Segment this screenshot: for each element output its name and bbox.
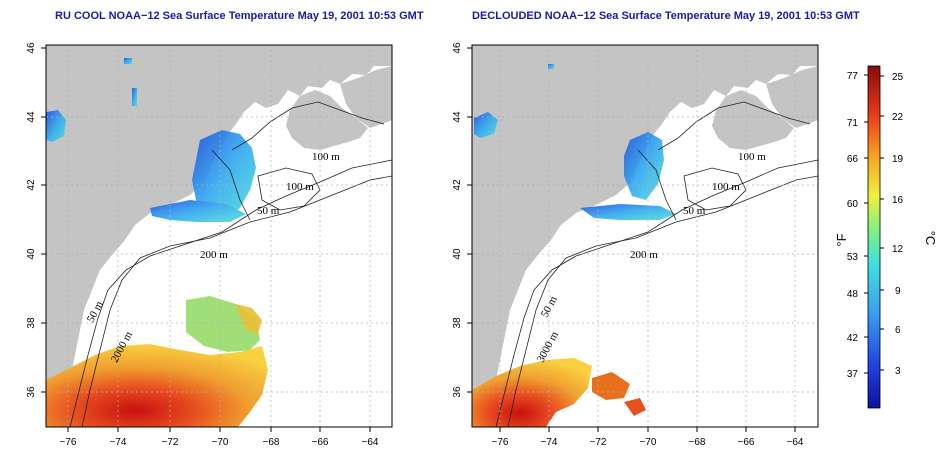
- x-tick-label: −72: [162, 437, 179, 448]
- colorbar-f-label: 60: [847, 199, 859, 210]
- y-tick-label: 42: [452, 179, 463, 191]
- contour-label: 50 m: [683, 205, 706, 217]
- x-tick-label: −64: [787, 437, 804, 448]
- right-panel-title: DECLOUDED NOAA−12 Sea Surface Temperatur…: [472, 10, 860, 22]
- right-grid: [472, 45, 818, 427]
- colorbar-f-label: 53: [847, 252, 859, 263]
- colorbar-c-label: 16: [892, 195, 904, 206]
- colorbar-unit-fahrenheit: °F: [834, 233, 849, 246]
- contour-label: 100 m: [286, 181, 314, 193]
- x-tick-label: −66: [738, 437, 755, 448]
- right-bathymetry-contours: [495, 101, 819, 428]
- y-tick-label: 42: [26, 179, 37, 191]
- left-grid: [46, 45, 392, 427]
- y-tick-label: 40: [452, 248, 463, 260]
- contour-label: 200 m: [630, 249, 658, 261]
- x-tick-label: −70: [212, 437, 229, 448]
- x-tick-label: −76: [60, 437, 77, 448]
- right-y-axis-ticks: 46 44 42 40 38 36: [452, 42, 472, 398]
- left-cool-water-patches: [46, 58, 256, 222]
- y-tick-label: 44: [452, 111, 463, 123]
- left-warm-water-region: [46, 296, 268, 427]
- y-tick-label: 46: [26, 42, 37, 54]
- colorbar-fahrenheit-ticks: 77 71 66 60 53 48 42 37: [847, 71, 868, 380]
- right-x-axis-ticks: −76 −74 −72 −70 −68 −66 −64: [492, 427, 804, 448]
- x-tick-label: −68: [689, 437, 706, 448]
- y-tick-label: 38: [26, 317, 37, 329]
- right-sst-map: 100 m 100 m 50 m 200 m 50 m 3000 m −76 −…: [452, 42, 819, 448]
- left-panel-title: RU COOL NOAA−12 Sea Surface Temperature …: [55, 10, 424, 22]
- colorbar-c-label: 22: [892, 112, 904, 123]
- x-tick-label: −74: [541, 437, 558, 448]
- x-tick-label: −70: [640, 437, 657, 448]
- temperature-colorbar: 77 71 66 60 53 48 42 37 25 22 19 16 12 9…: [834, 65, 938, 409]
- right-warm-water-region: [472, 358, 646, 427]
- colorbar-f-label: 37: [847, 369, 859, 380]
- colorbar-unit-celsius: °C: [923, 231, 938, 246]
- colorbar-f-label: 71: [847, 118, 859, 129]
- right-cool-water-patches: [474, 64, 676, 220]
- y-tick-label: 38: [452, 317, 463, 329]
- colorbar-c-label: 25: [892, 72, 904, 83]
- x-tick-label: −72: [590, 437, 607, 448]
- y-tick-label: 40: [26, 248, 37, 260]
- left-y-axis-ticks: 46 44 42 40 38 36: [26, 42, 46, 398]
- y-tick-label: 46: [452, 42, 463, 54]
- colorbar-celsius-ticks: 25 22 19 16 12 9 6 3: [880, 72, 904, 377]
- contour-label: 100 m: [738, 151, 766, 163]
- left-x-axis-ticks: −76 −74 −72 −70 −68 −66 −64: [60, 427, 379, 448]
- colorbar-c-label: 6: [895, 325, 901, 336]
- colorbar-f-label: 42: [847, 333, 859, 344]
- y-tick-label: 44: [26, 111, 37, 123]
- colorbar-gradient: [867, 65, 881, 409]
- left-sst-map: 100 m 100 m 50 m 200 m 50 m 2000 m −76 −…: [26, 42, 393, 448]
- colorbar-f-label: 66: [847, 154, 859, 165]
- y-tick-label: 36: [452, 386, 463, 398]
- x-tick-label: −76: [492, 437, 509, 448]
- contour-label: 200 m: [200, 249, 228, 261]
- x-tick-label: −64: [362, 437, 379, 448]
- x-tick-label: −68: [263, 437, 280, 448]
- y-tick-label: 36: [26, 386, 37, 398]
- colorbar-c-label: 12: [892, 244, 904, 255]
- colorbar-f-label: 48: [847, 289, 859, 300]
- colorbar-f-label: 77: [847, 71, 859, 82]
- x-tick-label: −66: [312, 437, 329, 448]
- contour-label: 100 m: [712, 181, 740, 193]
- contour-label: 50 m: [257, 205, 280, 217]
- contour-label: 100 m: [312, 151, 340, 163]
- colorbar-c-label: 9: [895, 286, 901, 297]
- x-tick-label: −74: [110, 437, 127, 448]
- colorbar-c-label: 19: [892, 154, 904, 165]
- colorbar-c-label: 3: [895, 366, 901, 377]
